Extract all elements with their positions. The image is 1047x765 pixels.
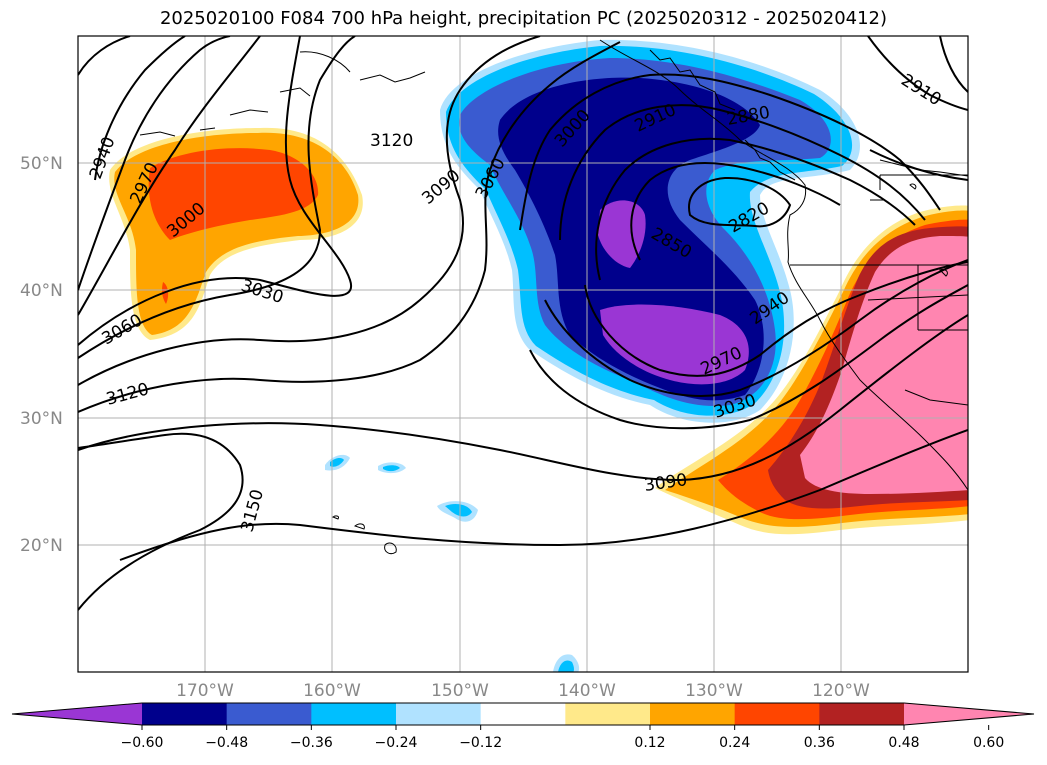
colorbar-segment — [226, 703, 312, 725]
colorbar-tick-label: 0.36 — [804, 735, 835, 751]
lon-label: 140°W — [558, 681, 616, 701]
lon-label: 120°W — [812, 681, 870, 701]
colorbar: −0.60 −0.48 −0.36 −0.24 −0.12 0.12 0.24 0.36 0.4… — [11, 702, 1035, 751]
colorbar-segment — [565, 703, 651, 725]
colorbar-tick-label: 0.60 — [973, 735, 1004, 751]
lon-labels: 170°W 160°W 150°W 140°W 130°W 120°W — [176, 681, 870, 701]
lon-label: 150°W — [431, 681, 489, 701]
lon-label: 170°W — [176, 681, 234, 701]
colorbar-segment — [819, 703, 905, 725]
lat-label: 30°N — [20, 409, 63, 429]
lat-labels: 50°N 40°N 30°N 20°N — [20, 154, 63, 556]
colorbar-extend-high — [904, 703, 1034, 725]
map-frame — [77, 35, 969, 673]
colorbar-segment — [650, 703, 736, 725]
coastlines — [139, 39, 968, 555]
precip-negative-islands — [325, 454, 580, 672]
map-area: 2940 2970 3000 3030 3060 3120 3120 3090 … — [78, 36, 968, 672]
lat-label: 40°N — [20, 281, 63, 301]
lat-label: 50°N — [20, 154, 63, 174]
colorbar-tick-label: 0.12 — [634, 735, 665, 751]
precip-negative — [440, 39, 860, 423]
contour-label: 3120 — [370, 131, 413, 151]
colorbar-tick-label: 0.48 — [888, 735, 919, 751]
colorbar-segment — [142, 703, 228, 725]
lat-label: 20°N — [20, 536, 63, 556]
colorbar-segment — [480, 703, 566, 725]
lon-label: 130°W — [685, 681, 743, 701]
colorbar-tick-label: −0.36 — [290, 735, 333, 751]
precip-positive-west — [109, 127, 363, 340]
colorbar-tick-label: −0.60 — [121, 735, 164, 751]
colorbar-segment — [396, 703, 482, 725]
colorbar-tick-label: −0.12 — [459, 735, 502, 751]
colorbar-tick-label: −0.48 — [205, 735, 248, 751]
colorbar-tick-label: −0.24 — [375, 735, 418, 751]
lon-label: 160°W — [303, 681, 361, 701]
colorbar-extend-low — [12, 703, 142, 725]
height-contours — [78, 36, 968, 611]
colorbar-tick-label: 0.24 — [719, 735, 750, 751]
map-title: 2025020100 F084 700 hPa height, precipit… — [159, 8, 888, 29]
colorbar-segment — [734, 703, 820, 725]
colorbar-segment — [311, 703, 397, 725]
